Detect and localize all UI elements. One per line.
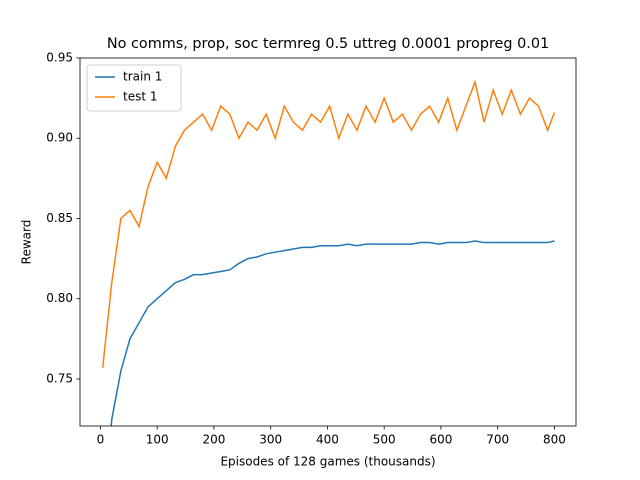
y-tick-label: 0.90: [46, 131, 73, 145]
x-tick-label: 300: [259, 433, 282, 447]
x-tick-label: 0: [97, 433, 105, 447]
x-tick-label: 100: [146, 433, 169, 447]
x-axis-label: Episodes of 128 games (thousands): [220, 455, 435, 469]
plot-area: [101, 79, 556, 426]
data-line: [101, 79, 556, 368]
y-tick-label: 0.95: [46, 51, 73, 65]
data-line: [110, 240, 555, 426]
x-tick-label: 600: [429, 433, 452, 447]
legend-label: train 1: [123, 70, 162, 84]
legend-label: test 1: [123, 90, 158, 104]
x-tick-label: 400: [316, 433, 339, 447]
axes-frame: [79, 57, 577, 427]
x-tick-label: 200: [202, 433, 225, 447]
x-tick-label: 800: [543, 433, 566, 447]
x-tick-label: 700: [486, 433, 509, 447]
chart-title: No comms, prop, soc termreg 0.5 uttreg 0…: [107, 36, 549, 52]
y-tick-label: 0.75: [46, 371, 73, 385]
y-tick-label: 0.85: [46, 211, 73, 225]
y-axis-label: Reward: [20, 220, 34, 265]
x-tick-label: 500: [373, 433, 396, 447]
y-tick-label: 0.80: [46, 291, 73, 305]
